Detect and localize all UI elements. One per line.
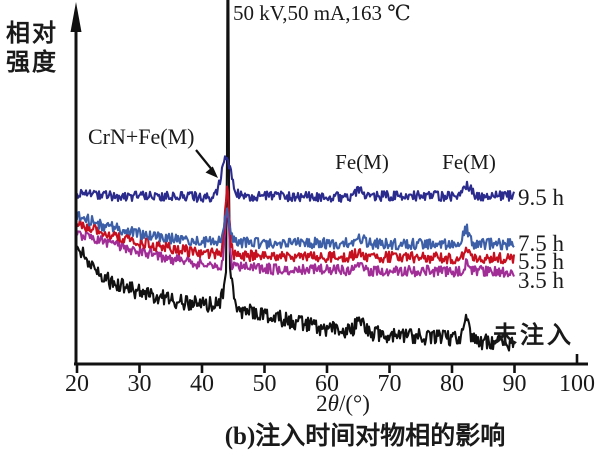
x-tick-label: 70 [377, 371, 402, 397]
phase-annotation-fem-1: Fe(M) [335, 150, 389, 174]
axes-group [70, 2, 588, 373]
x-tick-label: 30 [127, 371, 152, 397]
y-axis-title: 相对强度 [6, 21, 58, 76]
x-tick-label: 50 [252, 371, 277, 397]
x-axis-title: 2θ/(°) [268, 391, 418, 417]
series-label-9-5h: 9.5 h [518, 185, 564, 210]
x-tick-label: 40 [190, 371, 214, 397]
figure-caption: (b)注入时间对物相的影响 [224, 423, 506, 450]
series-label-7-5h: 7.5 h [518, 231, 564, 256]
x-tick-label: 20 [65, 371, 89, 397]
curve-t9-5h [75, 155, 515, 203]
curve-t3-5h [75, 211, 515, 278]
phase-annotation-fem-2: Fe(M) [442, 150, 496, 174]
series-label-5-5h: 5.5 h [518, 249, 564, 274]
series-label-untreated: 未注入 [493, 323, 574, 349]
curves-group [75, 0, 516, 352]
x-tick-label: 100 [559, 371, 595, 397]
peak-annotation-crn-fem: CrN+Fe(M) [88, 124, 195, 149]
crn-annotation-arrow-icon [195, 149, 218, 178]
x-tick-label: 60 [315, 371, 339, 397]
curve-t7-5h [75, 207, 515, 251]
x-tick-label: 80 [440, 371, 464, 397]
y-axis-arrowhead-icon [70, 2, 82, 32]
series-label-3-5h: 3.5 h [518, 268, 564, 293]
x-tick-label: 90 [502, 371, 527, 397]
x-axis-title-unit: /(°) [338, 391, 370, 416]
x-axis-title-theta: θ [327, 391, 339, 416]
curve-t5-5h [76, 185, 516, 265]
x-ticks-group [75, 354, 579, 373]
curve-untreated [76, 0, 516, 352]
condition-label: 50 kV,50 mA,163 ℃ [233, 1, 411, 25]
x-axis-title-num: 2 [316, 391, 328, 416]
